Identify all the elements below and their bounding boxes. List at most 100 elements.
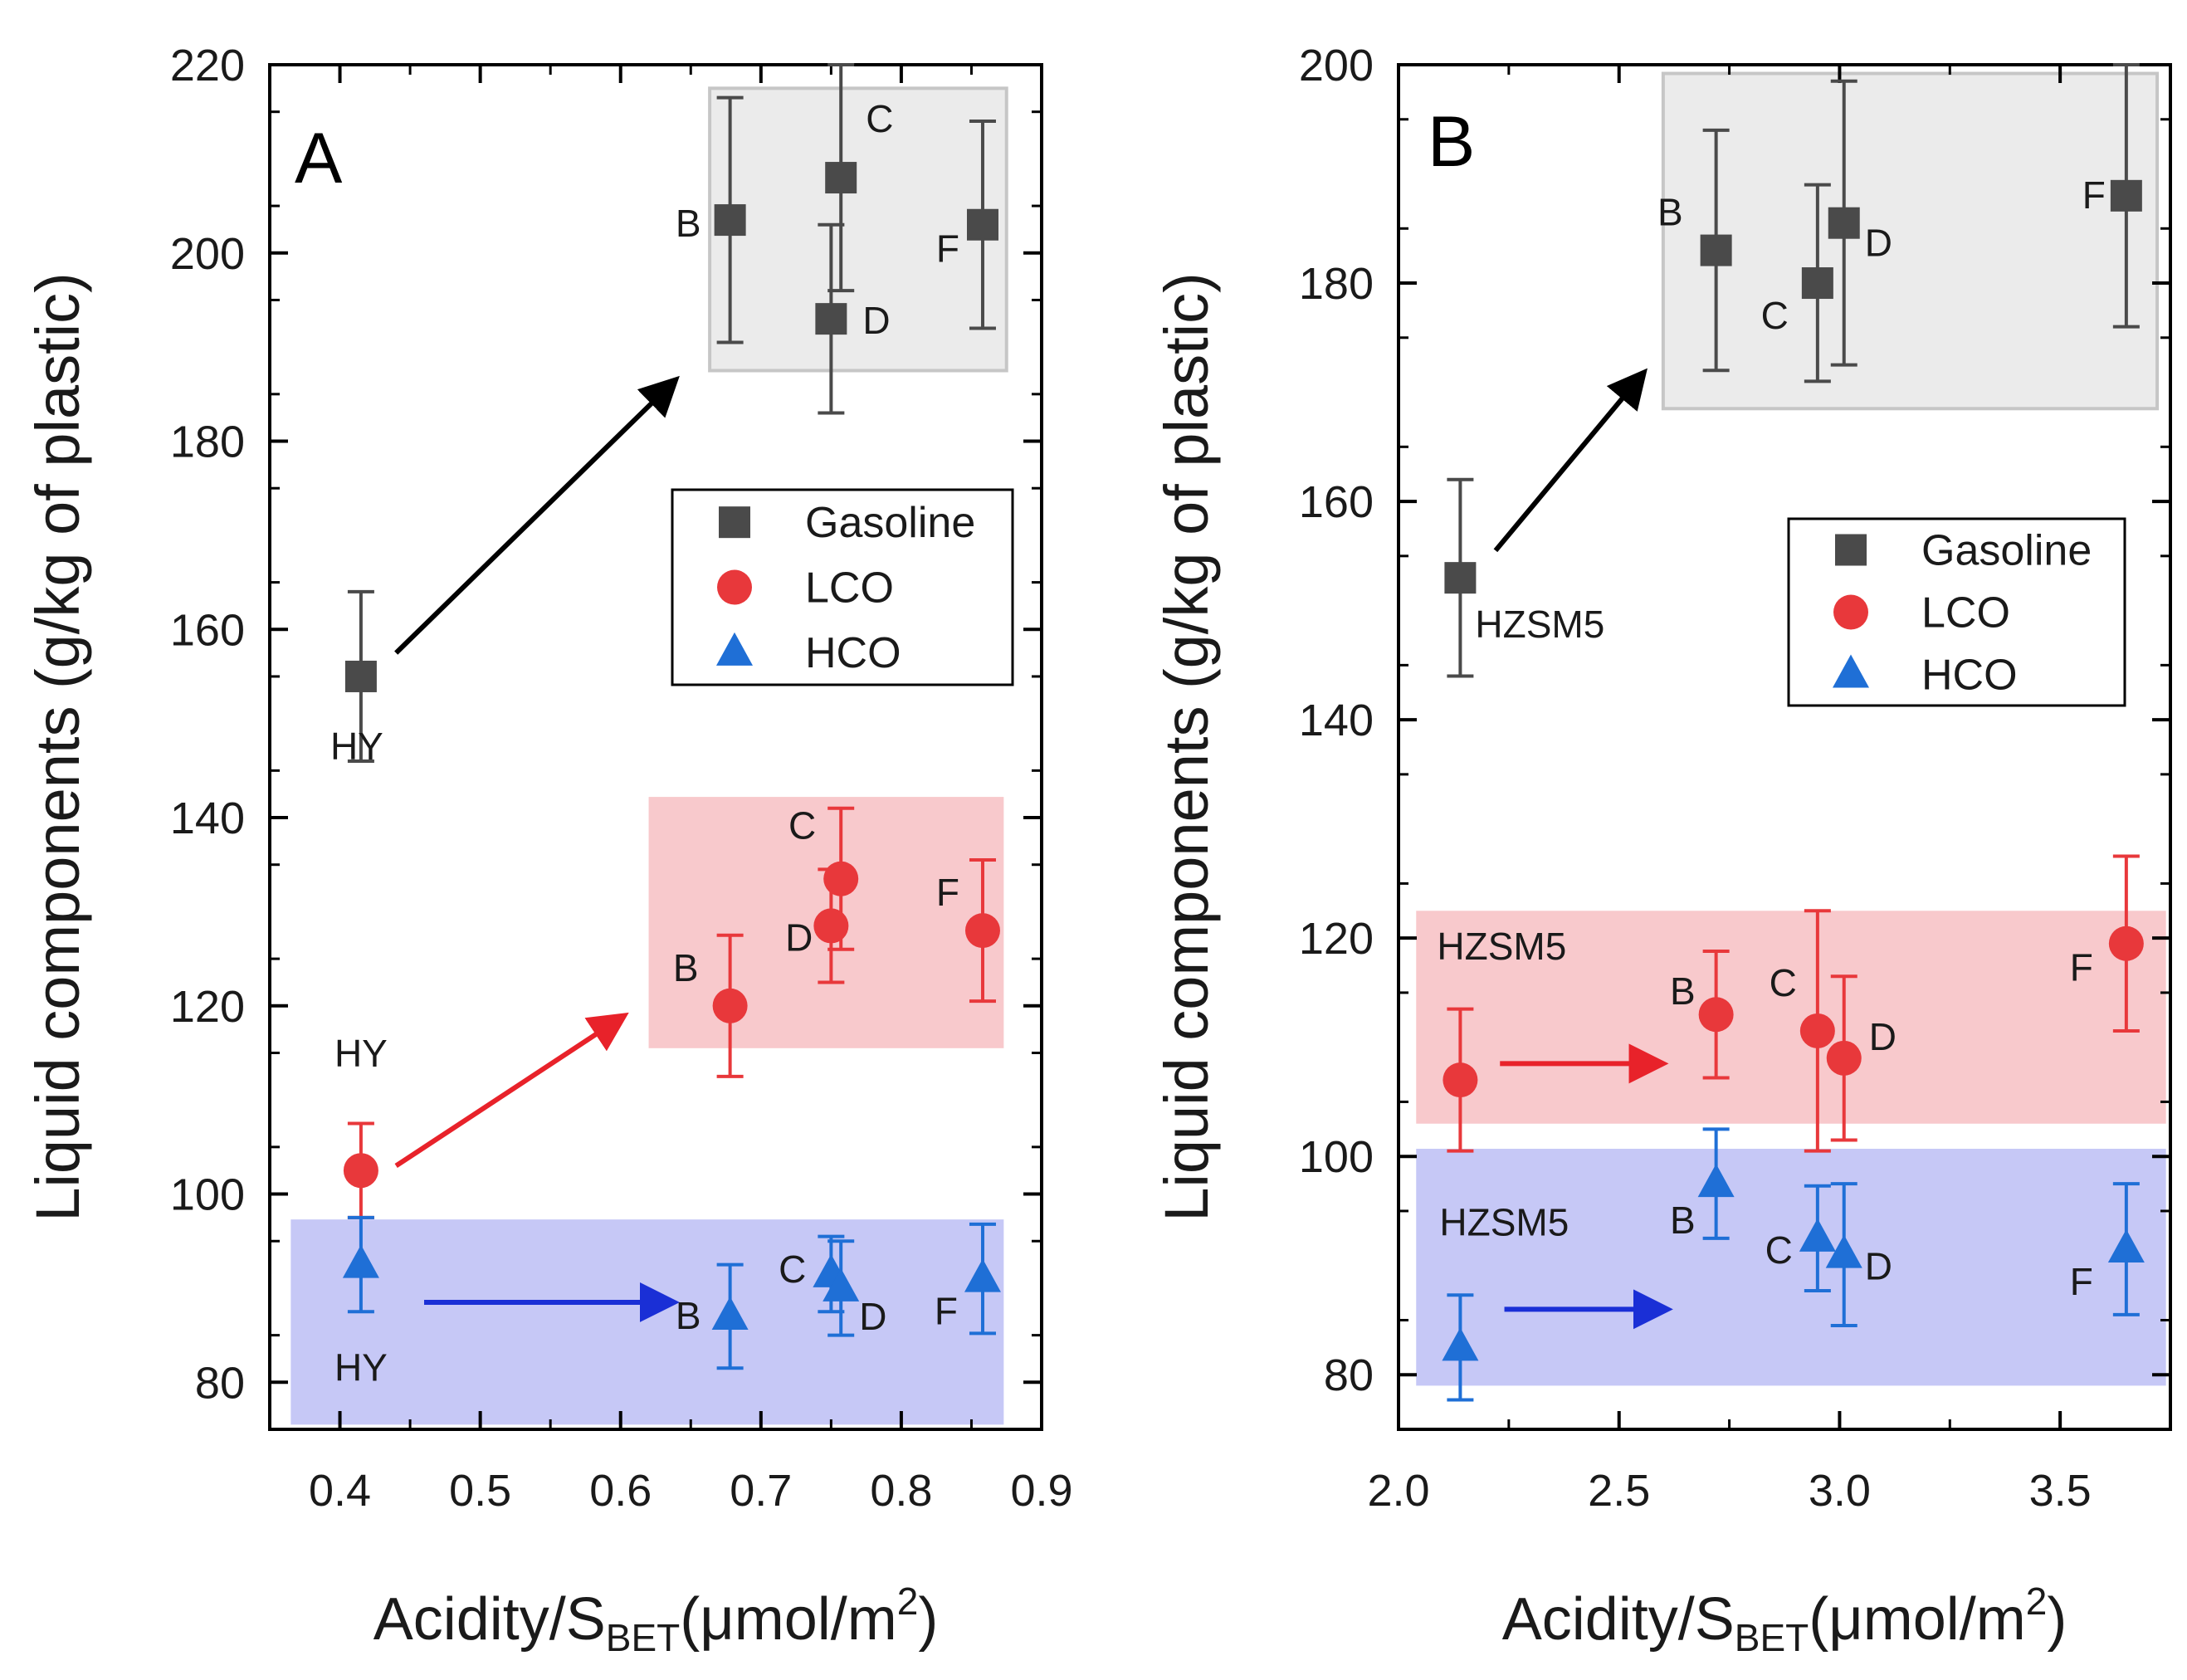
x-tick-label: 2.0 (1367, 1466, 1429, 1516)
gasoline-point-d (815, 303, 847, 335)
legend-label-lco: LCO (1921, 589, 2010, 637)
hco-point-d (1825, 1234, 1862, 1268)
point-label: D (862, 299, 890, 342)
hco-point-hy (342, 1244, 379, 1278)
x-axis-label-b: Acidity/SBET(μmol/m2) (1502, 1580, 2067, 1659)
point-label: C (788, 804, 816, 847)
x-tick-label: 3.0 (1809, 1466, 1871, 1516)
y-tick-label: 120 (170, 982, 245, 1032)
legend-label-gasoline: Gasoline (805, 499, 975, 547)
legend-marker-hco (716, 632, 753, 666)
point-label: HY (334, 1032, 388, 1075)
y-tick-label: 160 (1299, 477, 1374, 527)
highlight-box-a-2 (290, 1219, 1004, 1425)
x-tick-label: 0.8 (870, 1466, 932, 1516)
x-tick-label: 0.6 (589, 1466, 652, 1516)
point-label: B (1657, 191, 1683, 234)
legend-b: Gasoline LCO HCO (1787, 517, 2126, 707)
y-axis-label-b: Liquid components (g/kg of plastic) (1152, 272, 1221, 1222)
legend-label-hco: HCO (805, 629, 901, 677)
lco-point-hy (343, 1153, 378, 1189)
hco-point-c (1799, 1218, 1836, 1252)
lco-point-d (1826, 1040, 1862, 1076)
highlight-box-b-2 (1416, 1148, 2166, 1386)
gasoline-point-hy (344, 660, 377, 692)
lco-point-b (1698, 997, 1734, 1033)
point-label: HY (334, 1346, 388, 1389)
point-label: F (935, 1290, 958, 1333)
point-label: F (936, 871, 959, 914)
point-label: C (779, 1248, 806, 1291)
trend-arrow (394, 375, 680, 655)
point-label: C (1765, 1228, 1793, 1272)
legend-marker-lco (717, 569, 752, 605)
legend-marker-hco (1833, 654, 1869, 688)
point-label: F (2070, 1260, 2093, 1303)
point-label: B (1670, 1199, 1696, 1242)
hco-point-hzsm5 (1442, 1327, 1479, 1361)
point-label: B (676, 1294, 701, 1337)
lco-point-c (1799, 1013, 1835, 1048)
gasoline-point-f (2110, 179, 2142, 212)
point-label: C (866, 97, 893, 140)
legend-marker-gasoline (719, 506, 750, 539)
hco-point-b (1697, 1164, 1735, 1198)
y-tick-label: 140 (1299, 696, 1374, 745)
gasoline-point-f (966, 208, 998, 241)
point-label: C (1770, 961, 1797, 1004)
hco-point-d (823, 1267, 860, 1302)
hco-point-b (711, 1296, 749, 1330)
hco-point-f (2107, 1228, 2145, 1262)
highlight-box-a-0 (708, 86, 1008, 373)
lco-point-d (813, 908, 849, 944)
y-tick-label: 120 (1299, 914, 1374, 964)
y-tick-label: 80 (195, 1358, 245, 1408)
legend-label-gasoline: Gasoline (1921, 527, 2092, 575)
x-tick-label: 0.7 (730, 1466, 792, 1516)
panel-label-b: B (1428, 102, 1475, 182)
point-label: B (1670, 969, 1696, 1013)
point-label: B (676, 202, 701, 245)
lco-point-b (712, 988, 748, 1023)
x-tick-label: 0.4 (309, 1466, 371, 1516)
lco-point-f (964, 913, 1000, 949)
legend-a: Gasoline LCO HCO (671, 488, 1014, 686)
y-tick-label: 200 (170, 229, 245, 279)
gasoline-point-d (1828, 207, 1860, 239)
hco-point-f (964, 1258, 1001, 1292)
highlight-box-b-1 (1416, 911, 2166, 1124)
y-tick-label: 200 (1299, 41, 1374, 90)
legend-marker-lco (1833, 594, 1868, 630)
point-label: HZSM5 (1437, 925, 1566, 968)
legend-marker-gasoline (1835, 534, 1867, 566)
x-tick-label: 2.5 (1588, 1466, 1650, 1516)
y-tick-label: 100 (170, 1170, 245, 1220)
point-label: F (2082, 173, 2106, 217)
plot-frame-a (268, 63, 1043, 1431)
gasoline-point-c (1801, 267, 1833, 300)
lco-point-f (2108, 925, 2144, 961)
point-label: D (859, 1295, 886, 1338)
plot-frame-b (1397, 63, 2172, 1431)
gasoline-point-hzsm5 (1444, 562, 1477, 594)
lco-point-c (823, 861, 859, 896)
x-tick-label: 0.5 (449, 1466, 511, 1516)
legend-label-lco: LCO (805, 564, 894, 613)
y-tick-label: 100 (1299, 1132, 1374, 1182)
gasoline-point-b (1700, 234, 1732, 266)
trend-arrow (394, 1012, 629, 1169)
x-tick-label: 0.9 (1010, 1466, 1072, 1516)
y-tick-label: 180 (170, 418, 245, 467)
point-label: D (785, 916, 813, 959)
point-label: C (1761, 294, 1789, 337)
lco-point-hzsm5 (1443, 1062, 1478, 1098)
x-axis-label-a: Acidity/SBET(μmol/m2) (373, 1580, 939, 1659)
y-tick-label: 80 (1324, 1350, 1374, 1400)
highlight-box-b-0 (1661, 71, 2160, 411)
trend-arrow (1493, 368, 1648, 553)
x-tick-label: 3.5 (2029, 1466, 2092, 1516)
y-tick-label: 180 (1299, 259, 1374, 309)
point-label: F (936, 227, 959, 271)
panel-label-a: A (295, 119, 343, 198)
point-label: D (1869, 1015, 1897, 1058)
